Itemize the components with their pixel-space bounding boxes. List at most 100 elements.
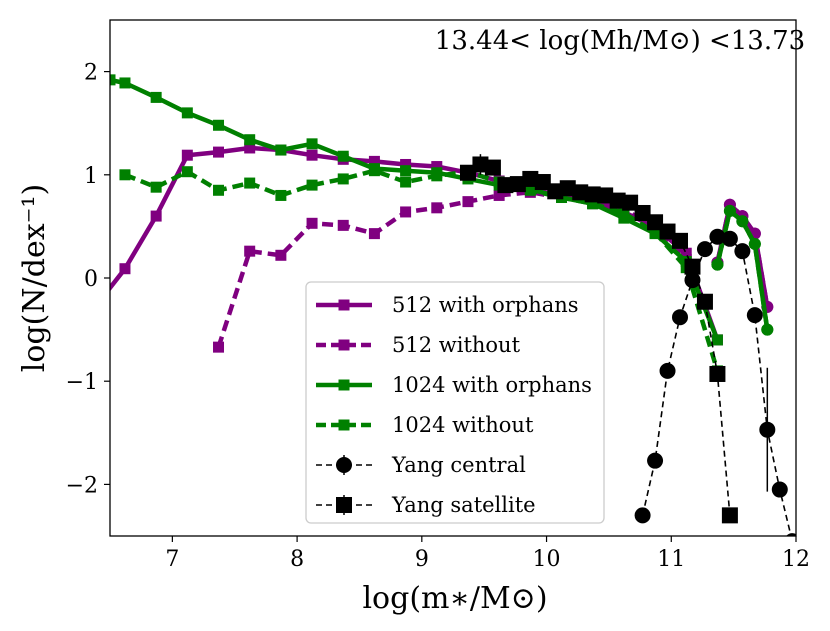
legend-entry-1024-with-orphans: 1024 with orphans (316, 373, 592, 397)
data-point (659, 362, 676, 379)
series-line-yang-central (641, 235, 792, 536)
data-point (736, 215, 749, 228)
data-point (431, 170, 443, 182)
data-point (150, 181, 162, 193)
data-point (509, 176, 526, 193)
data-point (244, 245, 256, 257)
data-point (618, 207, 630, 219)
series-yang-satellite (459, 154, 738, 524)
data-point (462, 196, 474, 208)
data-point (634, 204, 651, 221)
data-point (306, 149, 318, 161)
data-point (472, 156, 489, 173)
data-point (213, 146, 225, 158)
data-point (649, 227, 661, 239)
data-point (721, 230, 738, 247)
data-point (400, 206, 412, 218)
series-1024-without-centrals (711, 204, 774, 336)
data-point (746, 307, 763, 324)
legend-marker (336, 497, 352, 513)
data-point (150, 210, 162, 222)
data-point (119, 77, 131, 89)
data-point (150, 91, 162, 103)
legend-label: Yang central (391, 453, 526, 477)
data-point (622, 194, 639, 211)
data-point (337, 173, 349, 185)
data-point (647, 214, 664, 231)
data-point (181, 166, 193, 178)
x-tick-label: 8 (290, 547, 304, 572)
data-point (634, 507, 651, 524)
data-point (119, 263, 131, 275)
data-point (709, 228, 726, 245)
data-point (524, 184, 536, 196)
data-point (431, 161, 443, 173)
legend-entry-yang-central: Yang central (316, 453, 526, 477)
data-point (597, 187, 614, 204)
data-point (587, 198, 599, 210)
data-point (609, 192, 626, 209)
data-point (759, 421, 776, 438)
data-point (244, 134, 256, 146)
data-point (734, 243, 751, 260)
x-tick-label: 7 (165, 547, 179, 572)
data-point (584, 186, 601, 203)
data-point (672, 309, 689, 326)
data-point (275, 189, 287, 201)
data-point (275, 144, 287, 156)
data-point (711, 334, 723, 346)
data-point (400, 158, 412, 170)
data-point (213, 119, 225, 131)
data-point (400, 176, 412, 188)
data-point (497, 177, 514, 194)
data-point (337, 150, 349, 162)
data-point (368, 155, 380, 167)
legend-marker (338, 379, 350, 391)
legend-label: 512 with orphans (392, 293, 579, 317)
legend-entry-1024-without: 1024 without (316, 413, 534, 437)
data-point (493, 189, 505, 201)
halo-mass-range-annotation: 13.44< log(Mh/M⊙) <13.73 (435, 26, 805, 56)
data-point (761, 323, 774, 336)
legend-entry-yang-satellite: Yang satellite (316, 493, 536, 517)
data-point (368, 165, 380, 177)
data-point (459, 164, 476, 181)
data-point (244, 142, 256, 154)
data-point (431, 202, 443, 214)
data-point (484, 159, 501, 176)
legend-label: 1024 without (392, 413, 534, 437)
data-point (672, 232, 689, 249)
data-point (559, 180, 576, 197)
legend-marker (338, 339, 350, 351)
y-tick-label: −1 (66, 370, 98, 395)
data-point (534, 174, 551, 191)
data-point (647, 452, 664, 469)
legend-marker (338, 419, 350, 431)
data-point (92, 298, 103, 309)
data-point (748, 237, 761, 250)
data-point (337, 219, 349, 231)
data-point (572, 184, 589, 201)
data-point (709, 365, 726, 382)
legend-marker (338, 299, 350, 311)
data-point (119, 169, 131, 181)
legend-label: Yang satellite (391, 493, 536, 517)
legend-entry-512-without: 512 without (316, 333, 521, 357)
y-tick-label: −2 (66, 473, 98, 498)
x-axis-title: log(m∗/M⊙) (362, 581, 547, 616)
data-point (275, 249, 287, 261)
legend-marker (336, 457, 352, 473)
x-tick-label: 10 (533, 547, 561, 572)
data-point (306, 217, 318, 229)
data-point (684, 258, 701, 275)
data-point (306, 138, 318, 150)
data-point (400, 165, 412, 177)
data-point (213, 184, 225, 196)
legend-box (305, 281, 605, 524)
plot-series-group (92, 74, 796, 536)
data-point (213, 341, 225, 353)
legend-entry-512-with-orphans: 512 with orphans (316, 293, 579, 317)
legend: 512 with orphans 512 without 1024 with orp… (305, 281, 605, 524)
data-point (547, 183, 564, 200)
